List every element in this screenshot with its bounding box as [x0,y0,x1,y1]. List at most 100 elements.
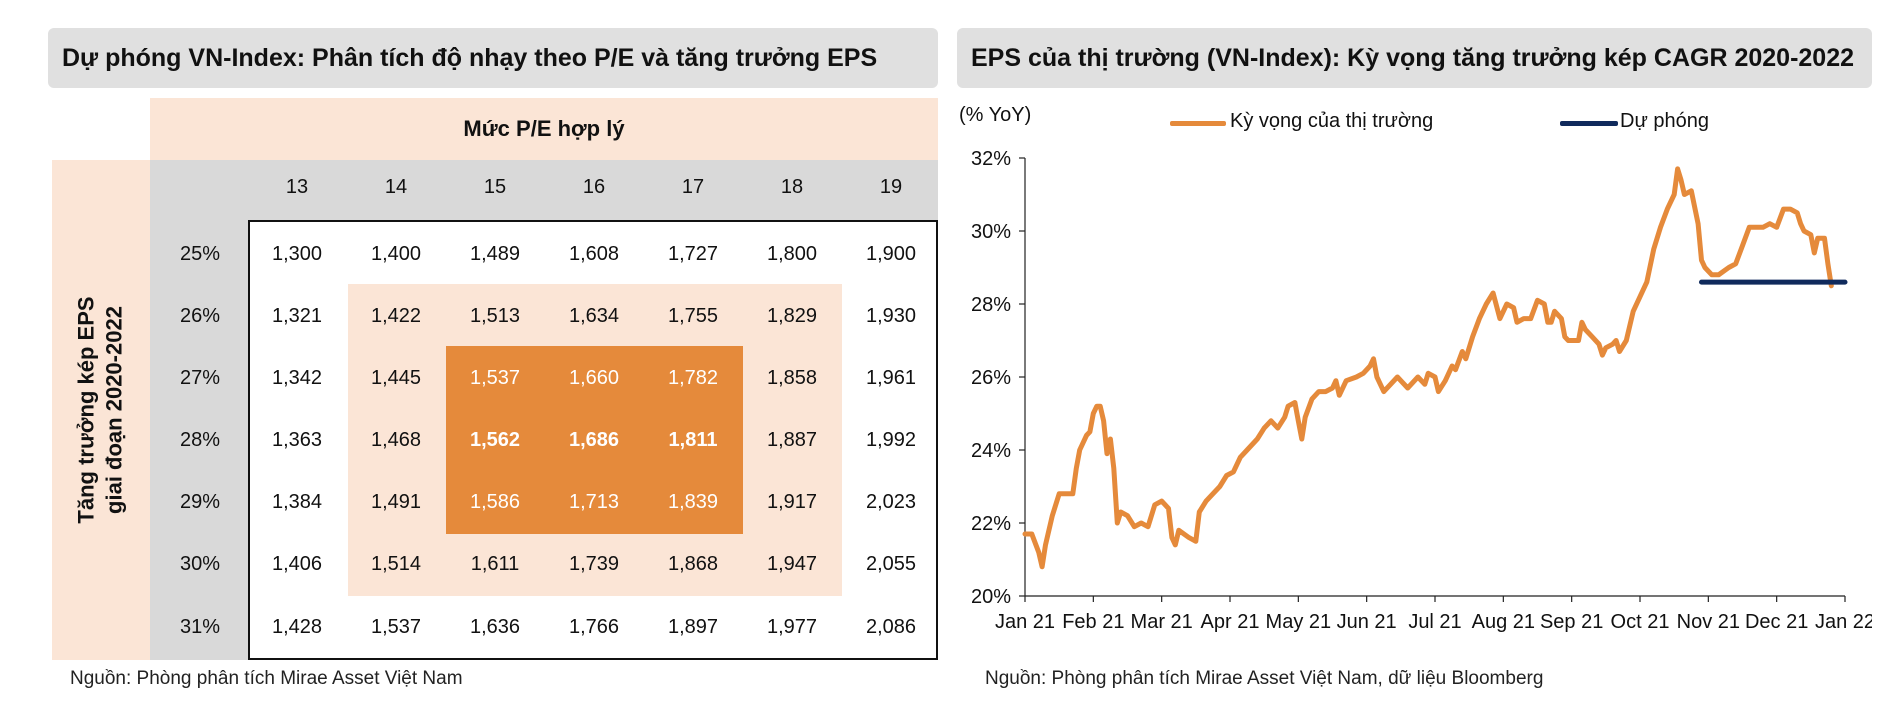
eps-axis-label-line2: giai đoạn 2020-2022 [102,306,127,514]
x-tick-label: Jan 21 [995,611,1055,633]
table-cell: 1,930 [865,305,917,327]
x-tick-label: Jan 22 [1815,611,1872,633]
table-cell: 1,782 [667,367,719,389]
x-tick-label: Apr 21 [1201,611,1260,633]
table-cell: 1,800 [766,243,818,265]
table-cell: 1,468 [370,429,422,451]
table-cell: 1,887 [766,429,818,451]
table-cell: 1,897 [667,616,719,638]
table-cell: 2,023 [865,491,917,513]
table-cell: 1,900 [865,243,917,265]
table-cell: 1,445 [370,367,422,389]
x-tick-label: Nov 21 [1677,611,1740,633]
table-cell: 1,321 [271,305,323,327]
eps-cagr-chart: (% YoY) 20% 22% 24% 26% 28% 30% 32% Jan 21 Feb 2… [959,104,1872,633]
y-tick-label: 32% [971,148,1011,170]
pe-level-header: 15 [483,176,507,198]
eps-axis-label-line1: Tăng trưởng kép EPS [74,296,99,524]
table-cell: 1,428 [271,616,323,638]
growth-rate-label: 29% [179,491,221,513]
growth-rate-label: 31% [179,616,221,638]
pe-levels-band [150,160,938,222]
growth-rate-label: 27% [179,367,221,389]
table-cell: 1,811 [668,429,718,451]
chart-axes: 20% 22% 24% 26% 28% 30% 32% Jan 21 Feb 21 Mar 21 A… [971,148,1872,633]
table-cell: 1,636 [469,616,521,638]
table-cell: 1,363 [271,429,323,451]
table-cell: 1,586 [469,491,521,513]
table-cell: 1,514 [370,553,422,575]
table-cell: 1,686 [568,429,620,451]
y-tick-label: 26% [971,367,1011,389]
x-tick-label: Jul 21 [1408,611,1461,633]
series-line-market-expectation [1022,166,1834,570]
left-panel-title: Dự phóng VN-Index: Phân tích độ nhạy the… [48,28,938,88]
growth-rate-label: 26% [179,305,221,327]
x-tick-label: Dec 21 [1745,611,1808,633]
x-tick-label: Mar 21 [1131,611,1193,633]
growth-rates-band [150,222,248,660]
pe-level-header: 14 [384,176,408,198]
table-cell: 1,766 [568,616,620,638]
table-cell: 1,858 [766,367,818,389]
table-cell: 1,961 [865,367,917,389]
table-cell: 1,634 [568,305,620,327]
highlight-band-dark [446,346,743,534]
x-tick-label: Jun 21 [1337,611,1397,633]
table-cell: 1,300 [271,243,323,265]
pe-level-header: 16 [582,176,606,198]
table-cell: 1,537 [469,367,521,389]
x-tick-label: Oct 21 [1611,611,1670,633]
table-cell: 1,755 [667,305,719,327]
growth-rate-label: 28% [179,429,221,451]
pe-level-header: 19 [879,176,903,198]
table-cell: 1,562 [469,429,521,451]
table-cell: 1,713 [568,491,620,513]
right-panel-title: EPS của thị trường (VN-Index): Kỳ vọng t… [957,28,1872,88]
x-tick-label: May 21 [1266,611,1332,633]
growth-rate-label: 25% [179,243,221,265]
pe-header: Mức P/E hợp lý [150,98,938,160]
table-cell: 1,977 [766,616,818,638]
table-cell: 1,608 [568,243,620,265]
table-cell: 1,513 [469,305,521,327]
pe-level-header: 17 [681,176,705,198]
legend-forecast: Dự phóng [1620,110,1710,132]
legend-line-forecast [1560,121,1618,126]
table-cell: 1,489 [469,243,521,265]
eps-axis-label: Tăng trưởng kép EPS giai đoạn 2020-2022 [52,160,150,660]
x-tick-label: Aug 21 [1472,611,1535,633]
table-cell: 1,917 [766,491,818,513]
pe-level-header: 13 [285,176,309,198]
y-tick-label: 30% [971,221,1011,243]
table-cell: 1,947 [766,553,818,575]
table-cell: 1,727 [667,243,719,265]
table-cell: 1,400 [370,243,422,265]
table-cell: 2,086 [865,616,917,638]
legend-market: Kỳ vọng của thị trường [1230,110,1434,132]
chart-series [1022,166,1848,570]
x-tick-label: Feb 21 [1062,611,1124,633]
table-cell: 1,868 [667,553,719,575]
table-cell: 1,384 [271,491,323,513]
eps-axis-band [52,160,150,660]
table-cell: 1,342 [271,367,323,389]
y-tick-label: 24% [971,440,1011,462]
table-cell: 1,406 [271,553,323,575]
table-cell: 1,829 [766,305,818,327]
y-axis-label: (% YoY) [959,104,1031,126]
table-cell: 1,537 [370,616,422,638]
left-source: Nguồn: Phòng phân tích Mirae Asset Việt … [70,668,463,689]
table-cell: 1,839 [667,491,719,513]
legend-line-market [1170,121,1226,126]
table-cell: 1,992 [865,429,917,451]
x-tick-label: Sep 21 [1540,611,1603,633]
table-cell: 1,739 [568,553,620,575]
y-tick-label: 22% [971,513,1011,535]
right-source: Nguồn: Phòng phân tích Mirae Asset Việt … [985,668,1544,689]
y-tick-label: 28% [971,294,1011,316]
table-cell: 1,422 [370,305,422,327]
table-cell: 1,660 [568,367,620,389]
table-cell: 2,055 [865,553,917,575]
table-cell: 1,611 [470,553,520,575]
